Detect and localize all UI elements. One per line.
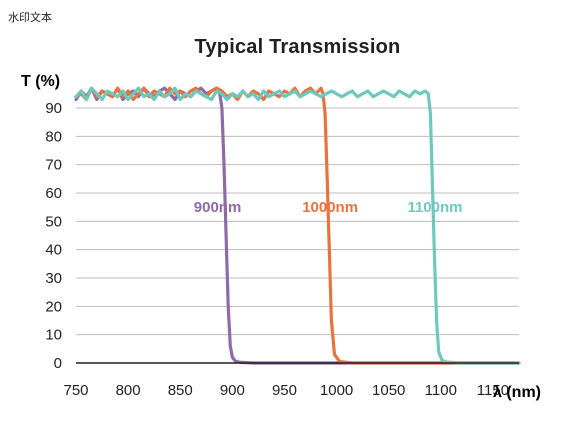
x-tick-label-950: 950 [272, 382, 297, 399]
x-tick-label-1000: 1000 [320, 382, 353, 399]
y-tick-label-80: 80 [45, 128, 62, 145]
x-tick-label-850: 850 [168, 382, 193, 399]
watermark-text: 水印文本 [8, 11, 52, 24]
series-line-1000nm [74, 86, 521, 365]
y-tick-label-60: 60 [45, 185, 62, 202]
y-tick-label-30: 30 [45, 270, 62, 287]
y-tick-label-90: 90 [45, 100, 62, 117]
x-tick-label-1100: 1100 [425, 382, 457, 399]
x-tick-label-1150: 1150 [477, 382, 509, 399]
y-tick-label-0: 0 [54, 355, 62, 372]
chart-title: Typical Transmission [194, 36, 401, 58]
x-axis-label: λ (nm) [493, 384, 541, 401]
series-labels: 900nm 1000nm 1100nm [194, 199, 463, 216]
y-tick-label-50: 50 [45, 213, 62, 230]
x-tick-label-750: 750 [63, 382, 88, 399]
x-tick-label-900: 900 [220, 382, 245, 399]
series-label-1100nm: 1100nm [407, 199, 462, 216]
series-lines [74, 86, 521, 365]
y-tick-label-70: 70 [45, 157, 62, 174]
series-line-1100nm [74, 86, 521, 365]
x-tick-label-800: 800 [116, 382, 141, 399]
series-label-900nm: 900nm [194, 199, 242, 216]
y-tick-label-40: 40 [45, 242, 62, 259]
series-label-1000nm: 1000nm [302, 199, 358, 216]
y-tick-label-20: 20 [45, 298, 62, 315]
series-line-900nm [74, 86, 521, 365]
x-tick-labels: 750 800 850 900 950 1000 1050 1100 1150 [63, 382, 509, 399]
y-tick-labels: 0 10 20 30 40 50 60 70 80 90 [45, 100, 62, 372]
y-tick-label-10: 10 [45, 327, 62, 344]
x-tick-label-1050: 1050 [372, 382, 405, 399]
gridlines [76, 107, 519, 336]
y-axis-label: T (%) [21, 73, 60, 90]
